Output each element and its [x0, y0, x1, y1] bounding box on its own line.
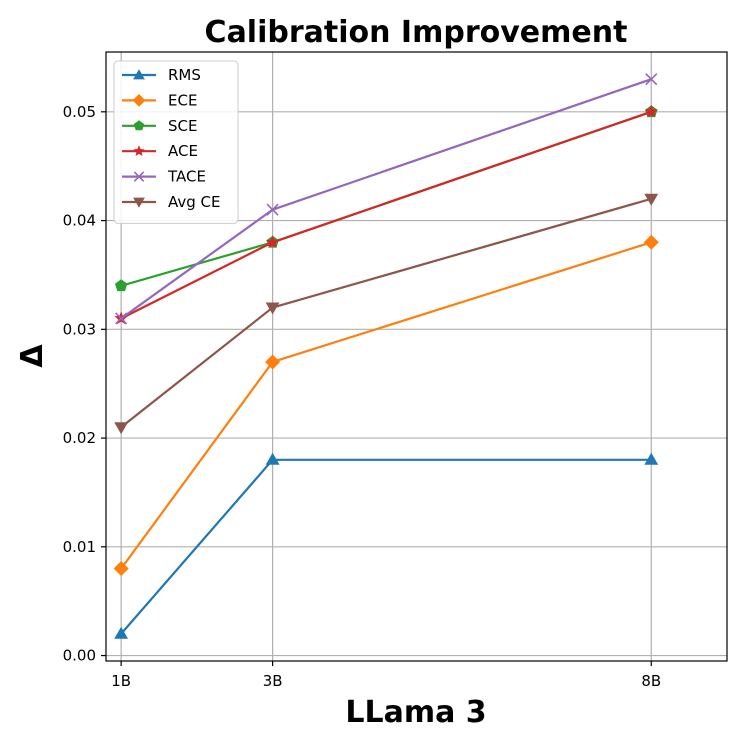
point-rms-8B	[644, 452, 659, 465]
point-tace-8B	[645, 73, 658, 86]
point-sce-1B	[114, 279, 128, 292]
chart-title: Calibration Improvement	[205, 15, 628, 50]
plot-frame	[105, 51, 728, 662]
legend-entry-ace: ACE	[122, 142, 198, 160]
series-line-ece	[120, 241, 652, 570]
x-tick-label-8B: 8B	[641, 672, 661, 690]
series-ece	[113, 234, 659, 577]
point-avg-ce-8B	[644, 193, 659, 206]
y-tick-label-0.04: 0.04	[63, 212, 96, 230]
legend-entry-avg-ce: Avg CE	[122, 193, 221, 211]
legend-box	[113, 60, 239, 224]
y-tick-label-0.01: 0.01	[63, 538, 96, 556]
x-axis-label: LLama 3	[345, 695, 486, 730]
legend-marker-sce	[133, 120, 145, 131]
legend-label-avg-ce: Avg CE	[168, 193, 221, 211]
x-tick-label-3B: 3B	[263, 672, 283, 690]
legend-entry-sce: SCE	[122, 117, 197, 135]
legend-label-tace: TACE	[167, 168, 206, 186]
legend-marker-rms	[133, 69, 145, 80]
legend-entry-ece: ECE	[122, 91, 197, 109]
point-avg-ce-3B	[265, 302, 280, 315]
legend-entry-rms: RMS	[122, 66, 201, 84]
point-ace-3B	[265, 235, 280, 248]
point-tace-3B	[266, 203, 279, 216]
y-tick-label-0.02: 0.02	[63, 429, 96, 447]
legend-marker-tace	[133, 171, 145, 182]
grid-layer	[106, 52, 727, 661]
y-tick-label-0.03: 0.03	[63, 320, 96, 338]
y-axis-label: Δ	[15, 344, 50, 368]
point-rms-1B	[114, 626, 129, 639]
legend-marker-ece	[132, 94, 146, 107]
legend-label-ece: ECE	[168, 91, 197, 109]
y-tick-label-0.00: 0.00	[63, 647, 96, 665]
series-tace	[115, 73, 658, 325]
point-ece-1B	[113, 561, 129, 577]
point-ece-8B	[643, 234, 659, 250]
point-ace-8B	[644, 104, 658, 118]
series-line-avg-ce	[120, 197, 652, 429]
legend: RMS ECE SCE ACE TACE Avg CE	[113, 60, 239, 224]
legend-entry-tace: TACE	[122, 168, 206, 186]
legend-marker-avg-ce	[133, 197, 145, 208]
legend-label-rms: RMS	[168, 66, 201, 84]
legend-label-ace: ACE	[168, 142, 198, 160]
series-avg-ce	[114, 193, 659, 435]
x-tick-label-1B: 1B	[111, 672, 131, 690]
ticks-layer: 1B 3B 8B 0.00 0.01 0.02 0.03 0.04 0.05	[63, 103, 662, 690]
point-ece-3B	[265, 354, 281, 370]
legend-label-sce: SCE	[168, 117, 197, 135]
y-tick-label-0.05: 0.05	[63, 103, 96, 121]
point-avg-ce-1B	[114, 422, 129, 435]
point-rms-3B	[265, 452, 280, 465]
series-layer	[113, 73, 659, 639]
legend-marker-ace	[133, 145, 145, 157]
point-tace-1B	[115, 312, 128, 325]
series-rms	[114, 452, 659, 639]
